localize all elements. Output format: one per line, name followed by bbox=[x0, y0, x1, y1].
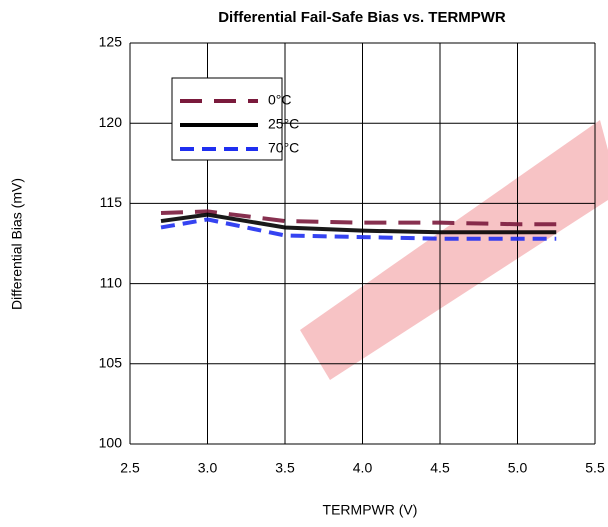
chart-title: Differential Fail-Safe Bias vs. TERMPWR bbox=[218, 9, 506, 26]
y-tick-label: 100 bbox=[99, 435, 123, 451]
x-tick-label: 5.0 bbox=[508, 460, 528, 476]
y-tick-label: 110 bbox=[100, 274, 123, 290]
y-tick-label: 125 bbox=[99, 34, 123, 50]
x-tick-label: 4.0 bbox=[353, 460, 373, 476]
series-line bbox=[160, 217, 557, 241]
y-tick-label: 120 bbox=[99, 114, 123, 130]
x-tick-label: 2.5 bbox=[120, 460, 140, 476]
y-tick-label: 105 bbox=[99, 355, 123, 371]
x-tick-label: 3.5 bbox=[275, 460, 295, 476]
x-tick-label: 4.5 bbox=[430, 460, 450, 476]
watermark bbox=[300, 120, 608, 380]
legend-label: 70°C bbox=[268, 140, 299, 156]
legend-label: 0°C bbox=[268, 92, 292, 108]
y-tick-label: 115 bbox=[100, 194, 123, 210]
x-tick-label: 5.5 bbox=[585, 460, 605, 476]
x-axis-label: TERMPWR (V) bbox=[323, 502, 418, 518]
x-tick-label: 3.0 bbox=[198, 460, 218, 476]
legend-label: 25°C bbox=[268, 116, 299, 132]
series-line bbox=[160, 212, 557, 235]
legend-box bbox=[171, 77, 283, 161]
series-line bbox=[160, 209, 557, 227]
y-axis-label: Differential Bias (mV) bbox=[9, 178, 25, 310]
